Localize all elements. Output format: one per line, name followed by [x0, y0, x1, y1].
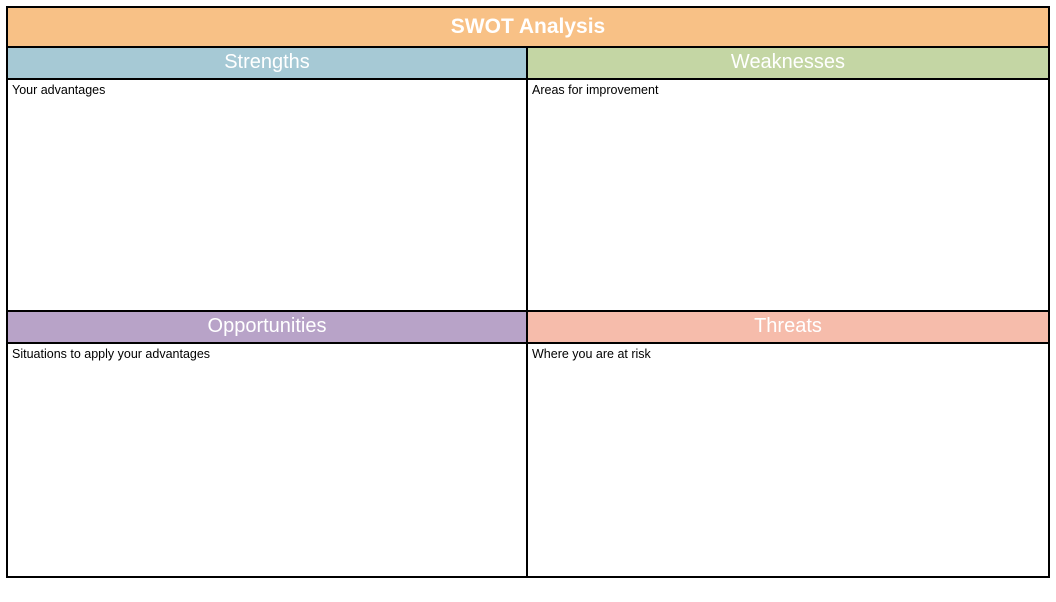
threats-header: Threats [528, 312, 1048, 344]
strengths-body: Your advantages [8, 80, 528, 312]
strengths-header: Strengths [8, 48, 528, 80]
opportunities-header: Opportunities [8, 312, 528, 344]
weaknesses-header: Weaknesses [528, 48, 1048, 80]
weaknesses-body: Areas for improvement [528, 80, 1048, 312]
main-title: SWOT Analysis [8, 8, 1048, 48]
swot-grid: Strengths Weaknesses Your advantages Are… [8, 48, 1048, 576]
opportunities-body: Situations to apply your advantages [8, 344, 528, 576]
swot-container: SWOT Analysis Strengths Weaknesses Your … [6, 6, 1050, 578]
threats-body: Where you are at risk [528, 344, 1048, 576]
